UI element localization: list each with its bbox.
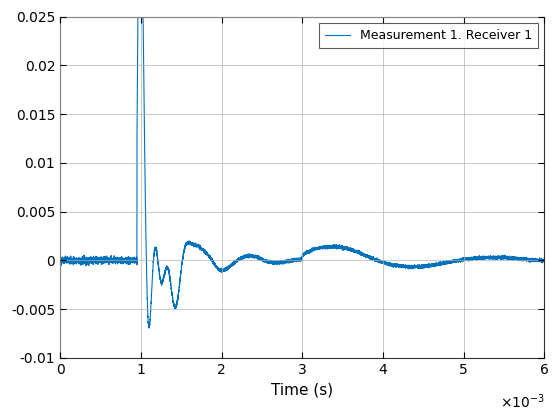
Measurement 1. Receiver 1 <box>146 326 152 331</box>
Text: $\times10^{-3}$: $\times10^{-3}$ <box>500 392 544 411</box>
Legend: Measurement 1. Receiver 1: Measurement 1. Receiver 1 <box>319 23 538 48</box>
Measurement 1. Receiver 1 <box>293 258 300 263</box>
Measurement 1. Receiver 1 <box>516 257 522 262</box>
Measurement 1. Receiver 1 <box>77 256 83 261</box>
Measurement 1. Receiver 1 <box>86 260 92 265</box>
X-axis label: Time (s): Time (s) <box>271 382 333 397</box>
Measurement 1. Receiver 1 <box>541 258 548 263</box>
Measurement 1. Receiver 1 <box>152 245 158 250</box>
Measurement 1. Receiver 1 <box>57 256 64 261</box>
Measurement 1. Receiver 1 <box>59 257 66 262</box>
Line: Measurement 1. Receiver 1: Measurement 1. Receiver 1 <box>60 0 544 328</box>
